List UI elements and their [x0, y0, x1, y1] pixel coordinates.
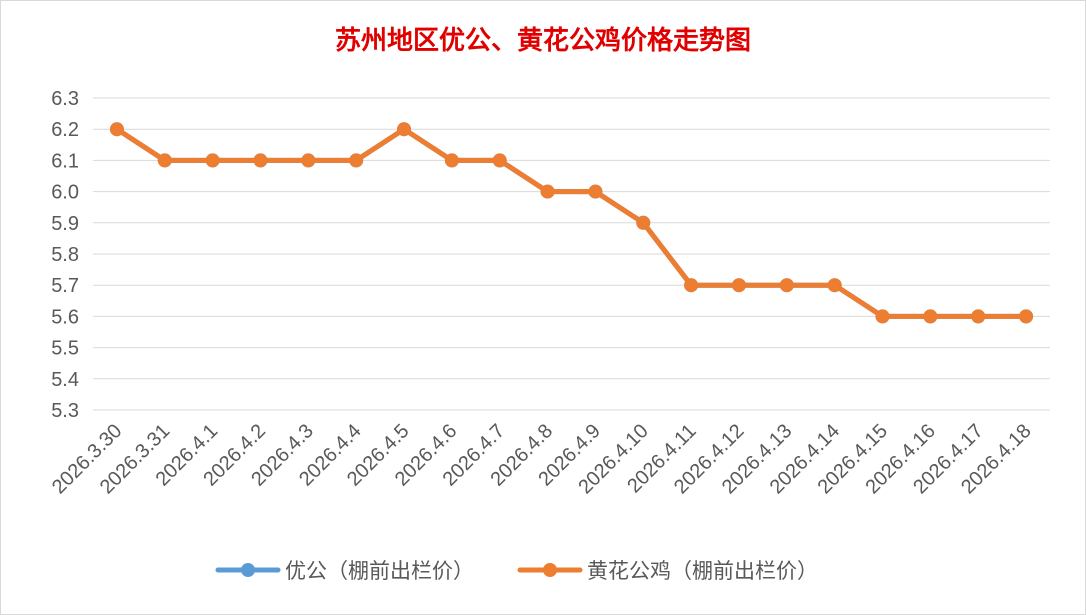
data-point [779, 278, 794, 293]
data-point [157, 153, 172, 168]
data-point [588, 184, 603, 199]
series-lines [109, 122, 1034, 324]
y-tick-label: 5.7 [51, 275, 79, 297]
data-point [971, 309, 986, 324]
y-tick-label: 5.9 [51, 213, 79, 235]
y-tick-label: 5.8 [51, 244, 79, 266]
data-point [205, 153, 220, 168]
data-point [444, 153, 459, 168]
data-point [301, 153, 316, 168]
data-point [827, 278, 842, 293]
data-point [731, 278, 746, 293]
legend: 优公（棚前出栏价） 黄花公鸡（棚前出栏价） [215, 559, 818, 583]
y-axis-tick-labels: 6.3 6.2 6.1 6.0 5.9 5.8 5.7 5.6 5.5 5.4 5.3 [51, 88, 79, 422]
legend-item: 优公（棚前出栏价） [215, 559, 474, 583]
series-2 [109, 122, 1034, 324]
y-tick-label: 6.1 [51, 150, 79, 172]
y-tick-label: 5.5 [51, 338, 79, 360]
data-point [540, 184, 555, 199]
y-tick-label: 5.6 [51, 306, 79, 328]
y-tick-label: 6.3 [51, 88, 79, 110]
data-point [253, 153, 268, 168]
legend-marker-swatch [543, 563, 557, 577]
data-point [492, 153, 507, 168]
y-tick-label: 5.4 [51, 369, 79, 391]
data-point [684, 278, 699, 293]
y-tick-label: 6.2 [51, 119, 79, 141]
data-point [109, 122, 124, 137]
legend-item: 黄花公鸡（棚前出栏价） [517, 559, 818, 583]
legend-marker-swatch [241, 563, 255, 577]
legend-label: 黄花公鸡（棚前出栏价） [587, 559, 818, 583]
chart-title: 苏州地区优公、黄花公鸡价格走势图 [335, 25, 751, 56]
data-point [1019, 309, 1034, 324]
y-tick-label: 6.0 [51, 182, 79, 204]
series-line [114, 126, 1029, 319]
y-tick-label: 5.3 [51, 400, 79, 422]
data-point [636, 215, 651, 230]
data-point [923, 309, 938, 324]
data-point [397, 122, 412, 137]
data-point [875, 309, 890, 324]
legend-label: 优公（棚前出栏价） [285, 559, 474, 583]
data-point [349, 153, 364, 168]
